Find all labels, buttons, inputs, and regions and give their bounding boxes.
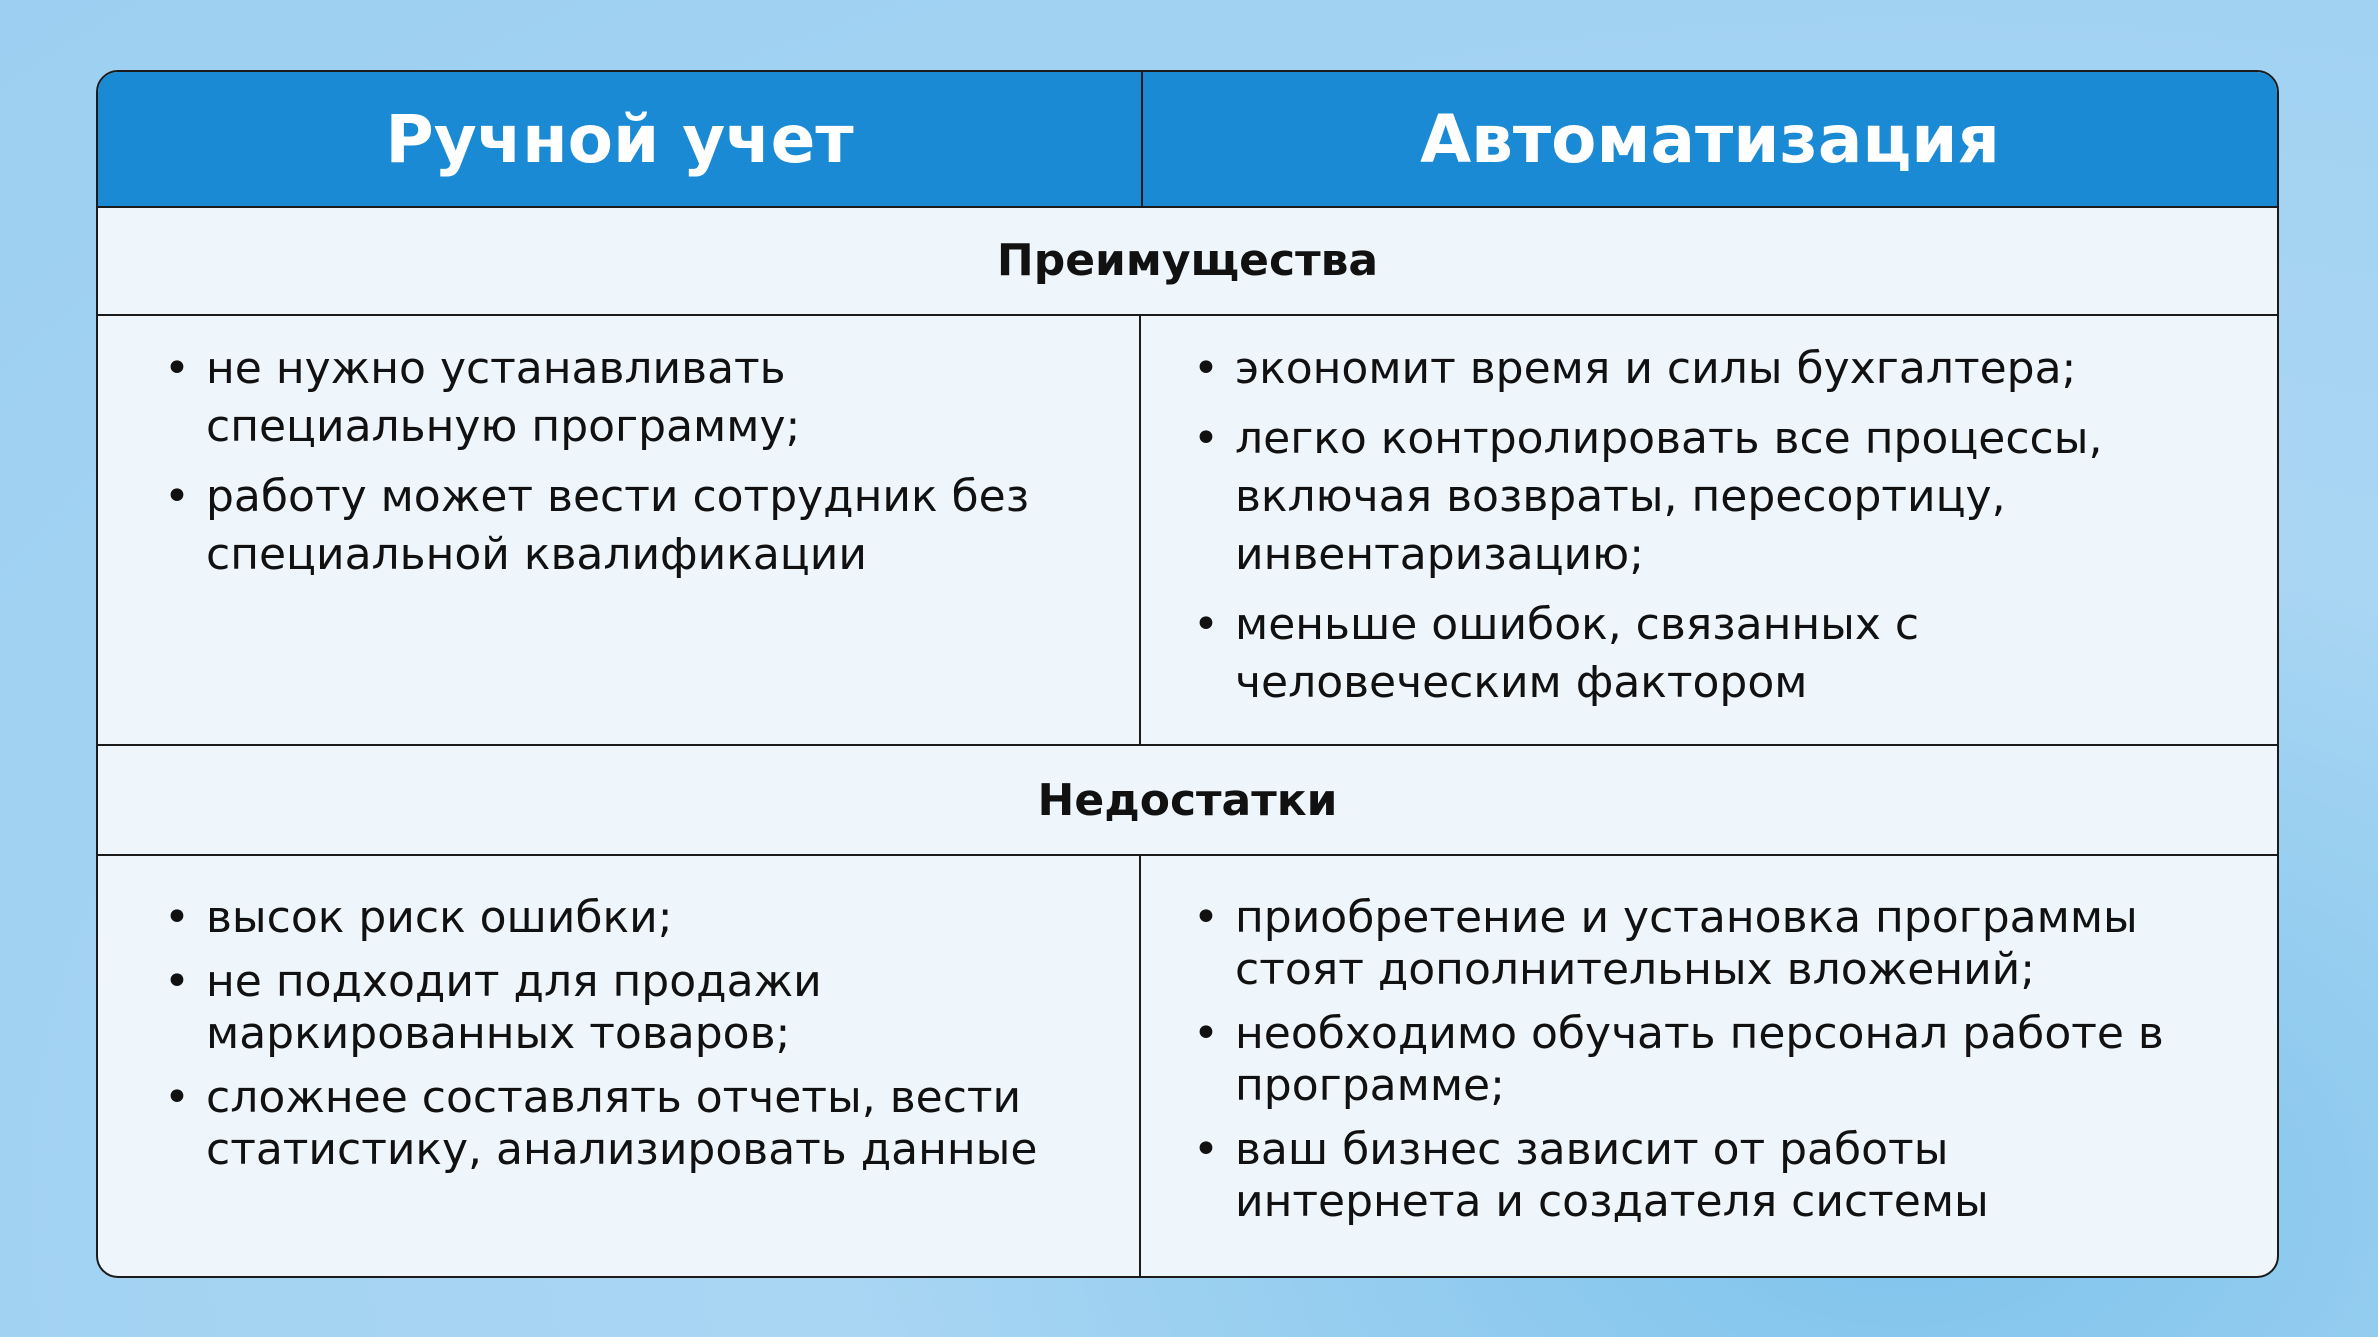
advantages-automation-cell: экономит время и силы бухгалтера; легко … <box>1141 316 2277 744</box>
advantages-row: не нужно устанавливать специальную прогр… <box>98 316 2277 746</box>
section-disadvantages-title: Недостатки <box>98 746 2277 856</box>
advantages-manual-cell: не нужно устанавливать специальную прогр… <box>98 316 1141 744</box>
list-item: экономит время и силы бухгалтера; <box>1193 340 2277 398</box>
header-automation: Автоматизация <box>1420 100 2000 178</box>
disadvantages-automation-cell: приобретение и установка программы стоят… <box>1141 856 2277 1276</box>
disadvantages-row: высок риск ошибки; не подходит для прода… <box>98 856 2277 1276</box>
header-manual: Ручной учет <box>98 72 1143 206</box>
list-item: работу может вести сотрудник без специал… <box>164 468 1139 584</box>
list-item: ваш бизнес зависит от работы интернета и… <box>1193 1124 2135 1228</box>
disadvantages-manual-cell: высок риск ошибки; не подходит для прода… <box>98 856 1141 1276</box>
list-item: приобретение и установка программы стоят… <box>1193 892 2277 996</box>
list-item: необходимо обучать персонал работе в про… <box>1193 1008 2277 1112</box>
list-item: не нужно устанавливать специальную прогр… <box>164 340 1006 456</box>
comparison-table: Ручной учет Автоматизация Преимущества н… <box>96 70 2279 1278</box>
table-header: Ручной учет Автоматизация <box>98 72 2277 208</box>
list-item: высок риск ошибки; <box>164 892 1139 944</box>
list-item: легко контролировать все процессы, включ… <box>1193 410 2277 584</box>
list-item: меньше ошибок, связанных с человеческим … <box>1193 596 2035 712</box>
section-advantages-title: Преимущества <box>98 206 2277 316</box>
list-item: не подходит для продажи маркированных то… <box>164 956 966 1060</box>
list-item: сложнее составлять отчеты, вести статист… <box>164 1072 1139 1176</box>
